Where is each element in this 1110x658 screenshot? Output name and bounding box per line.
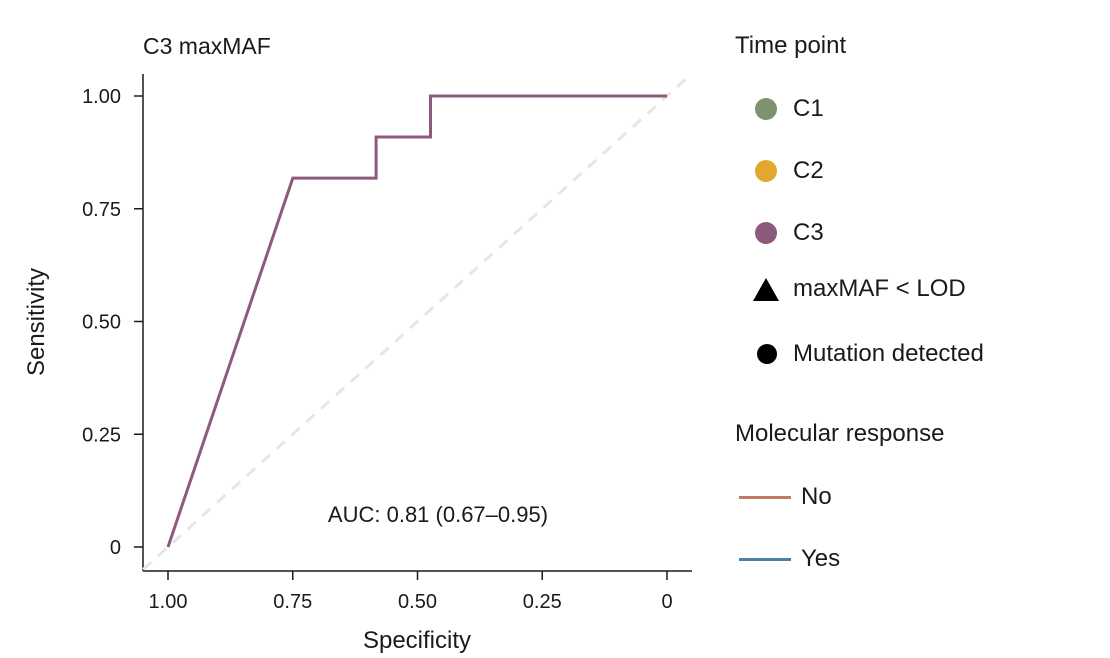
y-tick-label: 0.50	[82, 312, 121, 334]
no-line-swatch	[739, 495, 791, 499]
legend-label: Yes	[801, 545, 841, 572]
c1-color-swatch	[755, 98, 777, 120]
legend-label: maxMAF < LOD	[793, 275, 966, 302]
triangle-icon	[753, 277, 779, 301]
legend-item-yes: Yes	[735, 544, 840, 574]
y-tick-label: 0.75	[82, 199, 121, 221]
chart-title: C3 maxMAF	[143, 33, 271, 59]
y-axis-title: Sensitivity	[23, 268, 50, 376]
x-tick-label: 0	[661, 591, 672, 613]
x-tick-label: 0.25	[523, 591, 562, 613]
x-tick-label: 0.75	[273, 591, 312, 613]
legend-item-mutation-detected: Mutation detected	[735, 339, 984, 369]
circle-icon	[757, 344, 777, 364]
auc-annotation: AUC: 0.81 (0.67–0.95)	[328, 502, 548, 527]
legend: Time point C1 C2 C3 maxMAF < LOD Mutatio…	[735, 0, 1105, 658]
x-axis-title: Specificity	[363, 627, 471, 654]
roc-series	[166, 94, 667, 548]
roc-curve-line	[166, 94, 667, 548]
y-tick-label: 1.00	[82, 86, 121, 108]
legend-label: C3	[793, 219, 824, 246]
x-tick-label: 1.00	[149, 591, 188, 613]
legend-label: Mutation detected	[793, 340, 984, 367]
legend-title-molecular-response: Molecular response	[735, 420, 945, 447]
axes: 0 0.25 0.50 0.75 1.00 1.00 0.75 0.50 0.25 0	[82, 74, 692, 613]
y-tick-label: 0.25	[82, 424, 121, 446]
reference-diagonal	[142, 72, 693, 571]
legend-item-c3: C3	[735, 218, 824, 248]
legend-item-c2: C2	[735, 156, 824, 186]
legend-title-time-point: Time point	[735, 32, 847, 59]
legend-label: C1	[793, 95, 824, 122]
legend-item-c1: C1	[735, 94, 824, 124]
roc-chart: C3 maxMAF 00.250.500.751.001.00 0.75 0.50 0…	[23, 33, 693, 654]
x-tick-label: 0.50	[398, 591, 437, 613]
legend-item-no: No	[735, 482, 832, 512]
yes-line-swatch	[739, 557, 791, 561]
legend-label: C2	[793, 157, 824, 184]
c2-color-swatch	[755, 160, 777, 182]
reference-line	[142, 72, 693, 571]
legend-label: No	[801, 483, 832, 510]
y-tick-label: 0	[110, 537, 121, 559]
c3-color-swatch	[755, 222, 777, 244]
legend-item-below-lod: maxMAF < LOD	[735, 274, 966, 304]
